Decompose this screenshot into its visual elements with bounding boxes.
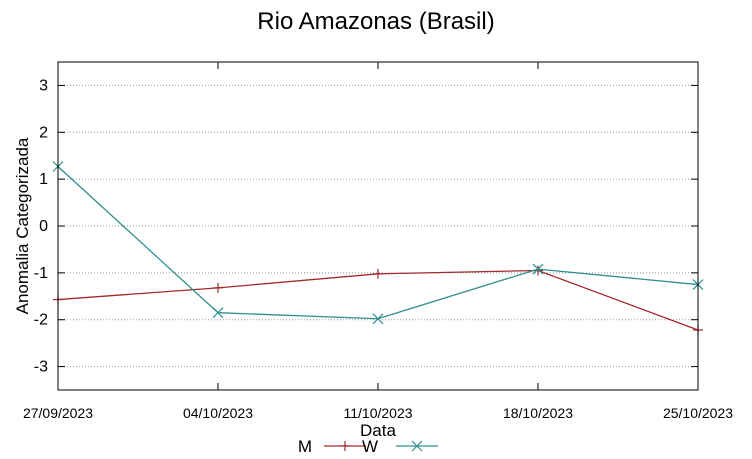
chart-title: Rio Amazonas (Brasil)	[257, 8, 494, 35]
y-axis-ticks: 3 2 1 0 -1 -2 -3	[34, 77, 698, 376]
y-tick-label: -3	[34, 359, 48, 376]
y-tick-label: -2	[34, 312, 48, 329]
series-group	[52, 161, 704, 336]
y-axis-label: Anomalia Categorizada	[13, 137, 32, 314]
x-tick-label: 04/10/2023	[183, 405, 253, 421]
series-line-m	[57, 269, 699, 331]
x-tick-label: 11/10/2023	[343, 405, 412, 421]
x-tick-label: 18/10/2023	[503, 405, 573, 421]
x-axis-label: Data	[360, 421, 396, 440]
series-line-w	[57, 166, 699, 320]
legend-label-m: M	[298, 437, 312, 456]
legend-marker-m	[340, 441, 350, 451]
plot-frame	[57, 61, 699, 391]
data-point-w	[532, 263, 544, 275]
legend-label-w: W	[362, 437, 378, 456]
x-tick-label: 25/10/2023	[663, 405, 733, 421]
y-tick-label: 0	[39, 218, 48, 235]
y-tick-label: 2	[39, 124, 48, 141]
x-axis-ticks: 27/09/2023 04/10/2023 11/10/2023 18/10/2023…	[23, 62, 733, 421]
y-tick-label: -1	[34, 265, 48, 282]
data-point-m	[373, 268, 383, 279]
grid-lines	[58, 84, 698, 368]
x-tick-label: 27/09/2023	[23, 405, 93, 421]
legend-marker-w	[411, 440, 423, 452]
y-tick-label: 1	[39, 171, 48, 188]
data-point-w	[212, 307, 224, 319]
data-point-m	[213, 282, 223, 293]
y-tick-label: 3	[39, 77, 48, 94]
data-point-w	[372, 313, 384, 325]
